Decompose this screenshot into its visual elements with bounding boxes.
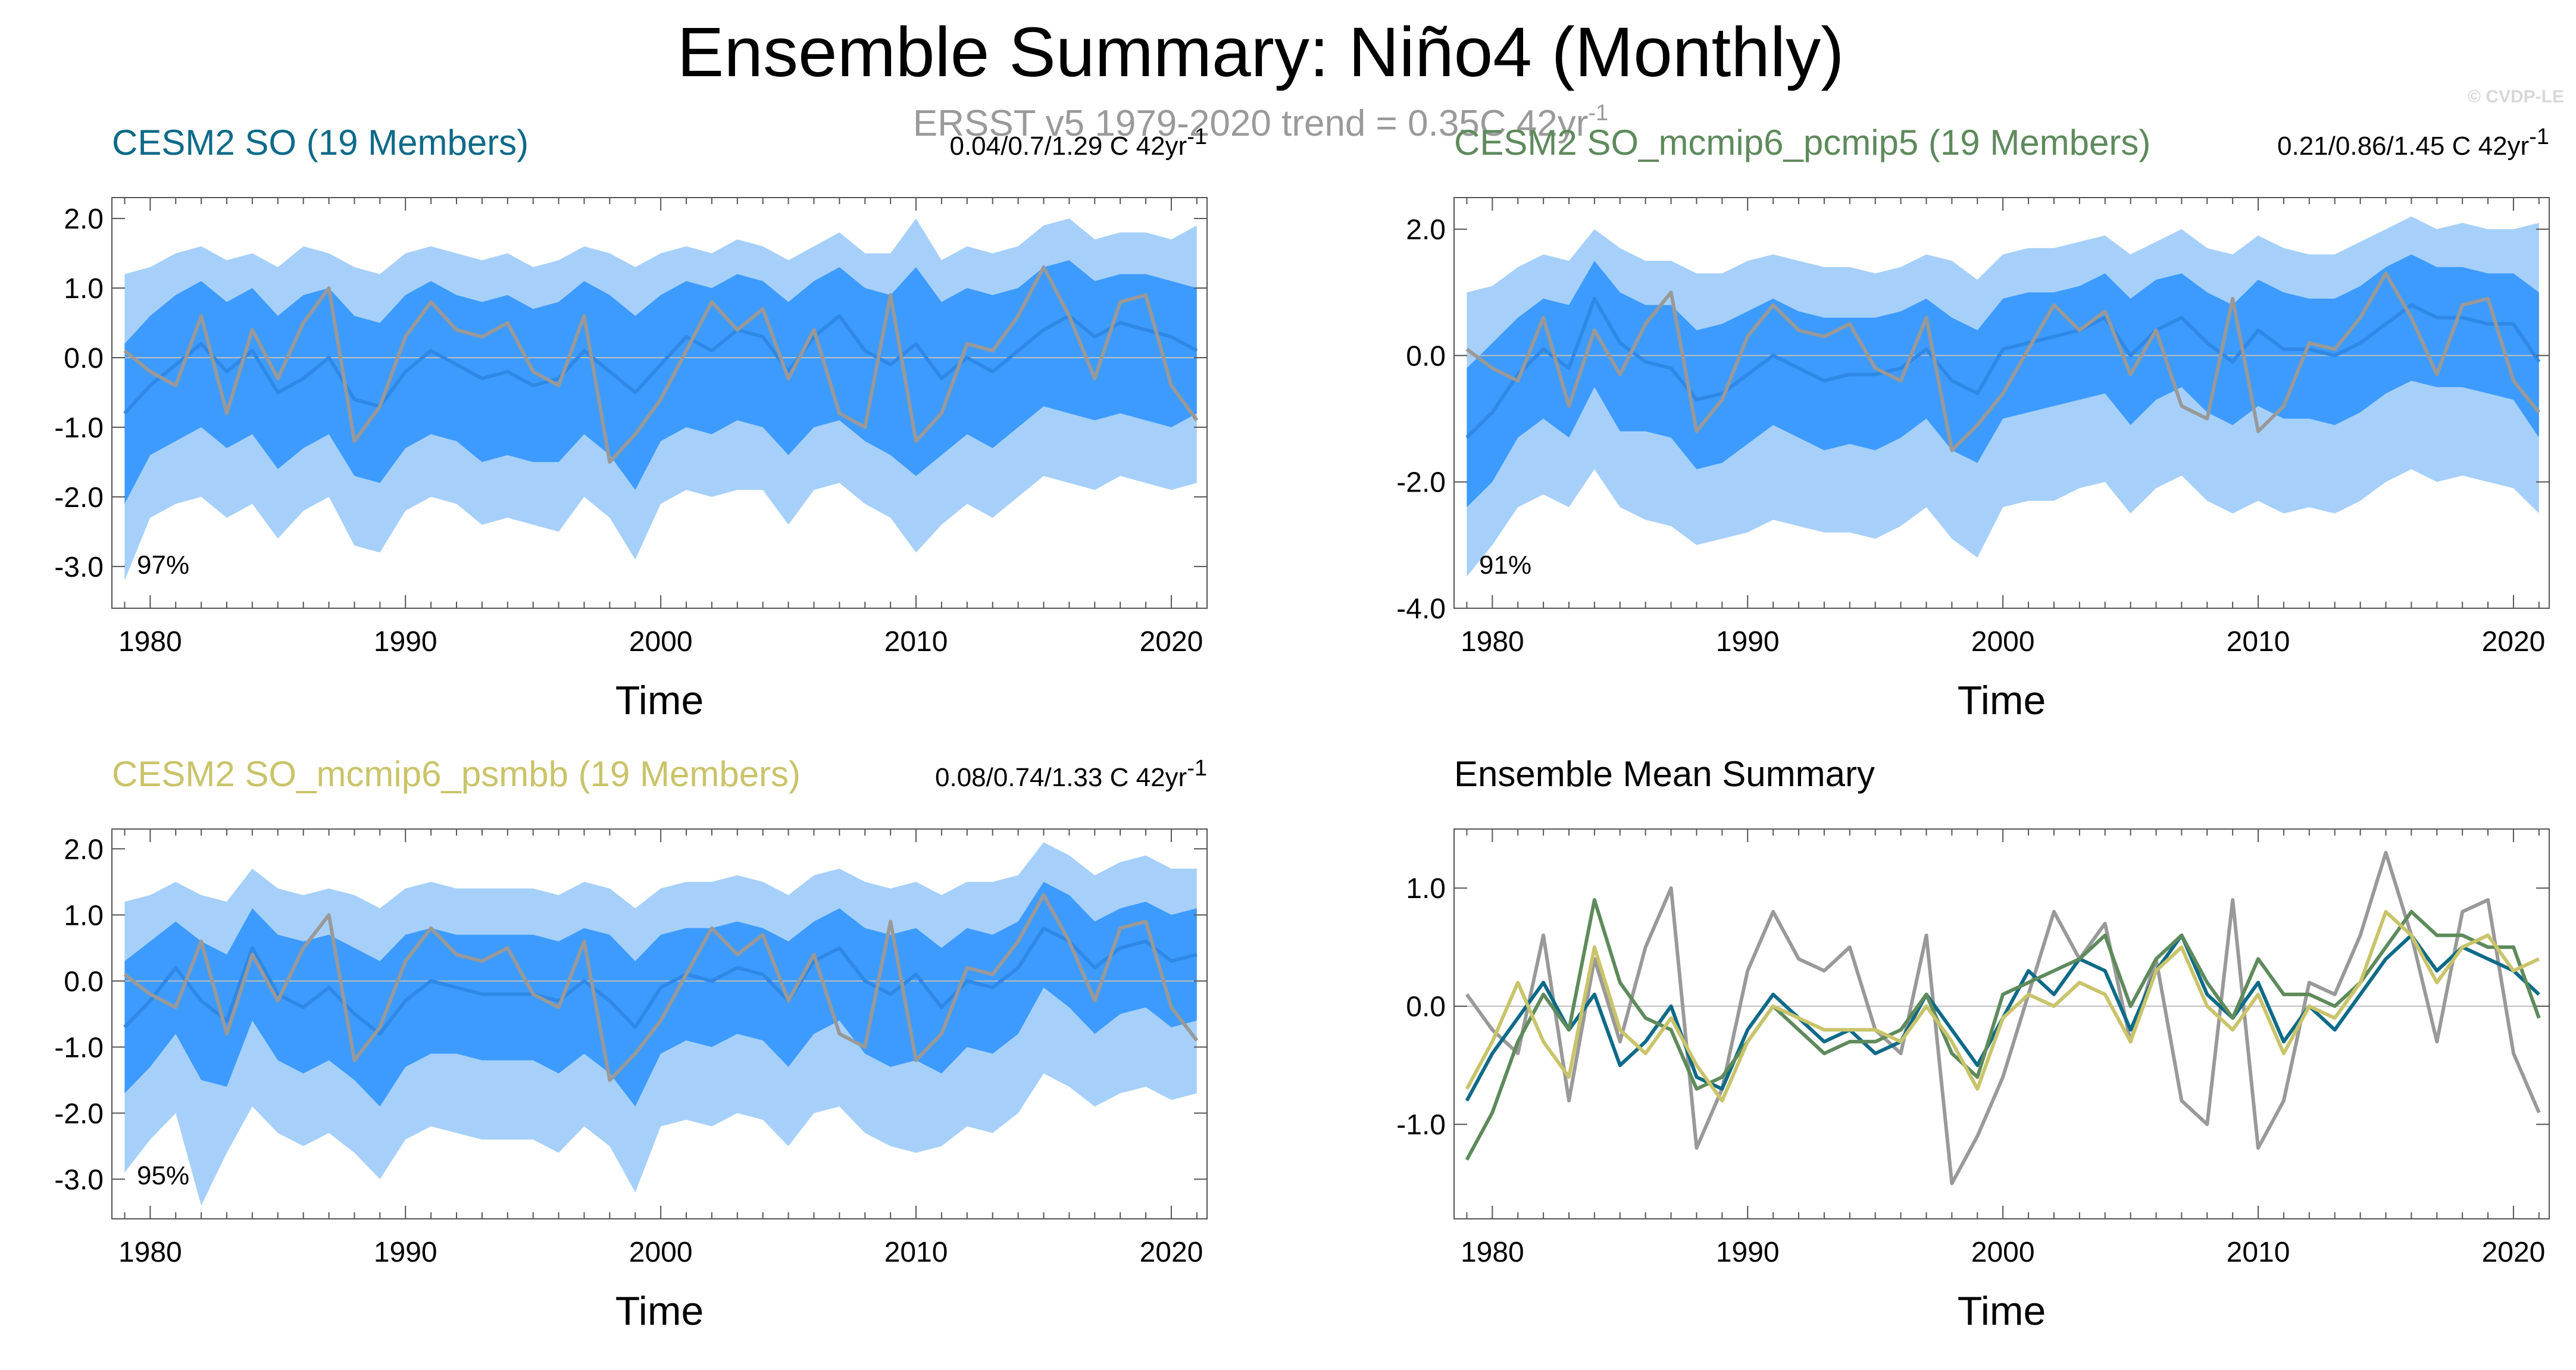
panel-psmbb: CESM2 SO_mcmip6_psmbb (19 Members) 0.08/0… <box>54 754 1208 1334</box>
x-tick-label: 2010 <box>884 626 948 658</box>
x-tick-label: 1980 <box>1461 626 1524 658</box>
y-tick-label: 2.0 <box>1406 214 1446 246</box>
x-axis-label: Time <box>1958 678 2046 723</box>
x-tick-label: 2000 <box>1971 626 2035 658</box>
x-tick-label: 2010 <box>884 1237 948 1268</box>
percent-label: 91% <box>1479 550 1531 580</box>
y-tick-label: 2.0 <box>64 834 104 865</box>
y-tick-label: -3.0 <box>54 552 104 583</box>
percent-label: 97% <box>137 550 189 580</box>
panels: CESM2 SO (19 Members) 0.04/0.7/1.29 C 42y… <box>54 123 2550 1334</box>
y-tick-label: -4.0 <box>1396 593 1446 625</box>
plot-frame <box>1453 197 2550 609</box>
series-line-psmbb <box>1465 909 2540 1103</box>
y-tick-label: 0.0 <box>1406 991 1446 1023</box>
observed-line <box>123 893 1199 1082</box>
x-tick-label: 2020 <box>1140 1237 1203 1268</box>
y-tick-label: -3.0 <box>54 1164 104 1196</box>
x-axis-label: Time <box>615 1288 704 1334</box>
x-tick-label: 1990 <box>374 626 437 658</box>
y-tick-label: -1.0 <box>1396 1109 1446 1141</box>
trend-stats: 0.04/0.7/1.29 C 42yr-1 <box>949 124 1207 161</box>
panel-ens_mean_summary: Ensemble Mean Summary 1.0 0.0 -1.0 1980 1990 2… <box>1396 754 2550 1334</box>
subtitle-text: ERSST v5 1979-2020 trend = 0.35C 42yr <box>913 103 1589 144</box>
y-tick-label: -1.0 <box>54 412 104 444</box>
x-tick-label: 1980 <box>1461 1237 1524 1268</box>
panel-title: CESM2 SO_mcmip6_psmbb (19 Members) <box>112 754 801 794</box>
percent-label: 95% <box>137 1161 189 1190</box>
panel-title: CESM2 SO_mcmip6_pcmip5 (19 Members) <box>1454 123 2150 162</box>
figure-subtitle: ERSST v5 1979-2020 trend = 0.35C 42yr-1 <box>913 101 1608 144</box>
x-tick-label: 1990 <box>1716 626 1780 658</box>
figure-title: Ensemble Summary: Niño4 (Monthly) <box>677 13 1845 92</box>
y-tick-label: 2.0 <box>64 204 104 235</box>
copyright-watermark: © CVDP-LE <box>2468 87 2564 107</box>
observed-line <box>123 265 1199 464</box>
x-tick-label: 2010 <box>2227 1237 2290 1268</box>
x-tick-label: 2020 <box>2482 1237 2546 1268</box>
plot-frame <box>111 197 1208 609</box>
band-inner <box>124 260 1197 504</box>
x-tick-label: 2020 <box>1140 626 1203 658</box>
y-tick-label: 0.0 <box>1406 340 1446 372</box>
x-tick-label: 1990 <box>1716 1237 1780 1268</box>
ensemble-mean-line <box>123 314 1198 415</box>
x-tick-label: 1980 <box>118 626 182 658</box>
x-tick-label: 2000 <box>1971 1237 2035 1268</box>
x-tick-label: 2000 <box>629 1237 693 1268</box>
y-tick-label: -2.0 <box>54 1098 104 1130</box>
x-tick-label: 1980 <box>118 1237 182 1268</box>
x-axis-label: Time <box>1958 1288 2046 1334</box>
x-tick-label: 2000 <box>629 626 693 658</box>
trend-stats: 0.21/0.86/1.45 C 42yr-1 <box>2277 124 2549 161</box>
y-tick-label: 1.0 <box>64 900 104 931</box>
trend-stats-sup: -1 <box>2529 124 2549 149</box>
y-tick-label: 0.0 <box>64 966 104 997</box>
panel-cesm2_so: CESM2 SO (19 Members) 0.04/0.7/1.29 C 42y… <box>54 123 1208 723</box>
ensemble-mean-line <box>1465 296 2541 439</box>
y-tick-label: 1.0 <box>64 273 104 305</box>
plot-frame <box>111 828 1208 1219</box>
observed-line <box>1465 271 2541 452</box>
y-tick-label: 1.0 <box>1406 873 1446 905</box>
trend-stats: 0.08/0.74/1.33 C 42yr-1 <box>935 756 1207 792</box>
y-tick-label: -1.0 <box>54 1032 104 1064</box>
ensemble-mean-line <box>123 926 1198 1036</box>
trend-stats-sup: -1 <box>1187 756 1207 781</box>
x-tick-label: 1990 <box>374 1237 437 1268</box>
x-tick-label: 2010 <box>2227 626 2290 658</box>
x-axis-label: Time <box>615 678 704 723</box>
band-inner <box>124 881 1197 1107</box>
trend-stats-text: 0.04/0.7/1.29 C 42yr <box>949 132 1187 161</box>
y-tick-label: -2.0 <box>54 482 104 514</box>
y-tick-label: -2.0 <box>1396 467 1446 499</box>
panel-title: Ensemble Mean Summary <box>1454 754 1875 794</box>
panel-pcmip5: CESM2 SO_mcmip6_pcmip5 (19 Members) 0.21/… <box>1396 123 2550 723</box>
band-inner <box>1467 254 2539 508</box>
x-tick-label: 2020 <box>2482 626 2546 658</box>
plot-frame <box>1453 828 2550 1219</box>
y-tick-label: 0.0 <box>64 343 104 374</box>
panel-title: CESM2 SO (19 Members) <box>112 123 529 162</box>
trend-stats-sup: -1 <box>1187 124 1207 149</box>
trend-stats-text: 0.21/0.86/1.45 C 42yr <box>2277 132 2529 161</box>
trend-stats-text: 0.08/0.74/1.33 C 42yr <box>935 763 1187 792</box>
subtitle-sup: -1 <box>1588 101 1608 126</box>
series-line-obs <box>1465 850 2541 1186</box>
